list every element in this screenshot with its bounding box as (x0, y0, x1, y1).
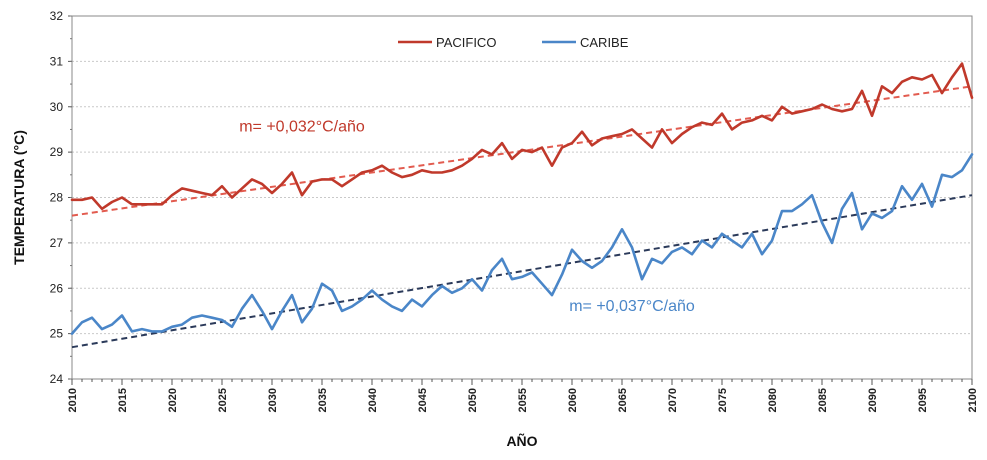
x-tick-label: 2085 (817, 388, 829, 412)
x-axis-title: AÑO (506, 432, 537, 449)
x-axis-ticks: 2010 2015 2020 2025 2030 2035 2040 2045 2050 2055… (67, 379, 979, 412)
y-tick-label: 28 (50, 191, 64, 205)
x-tick-label: 2035 (317, 388, 329, 412)
x-tick-label: 2040 (367, 388, 379, 412)
legend-label-pacifico: PACIFICO (436, 35, 496, 50)
x-tick-label: 2020 (167, 388, 179, 412)
y-tick-label: 25 (50, 327, 64, 341)
x-tick-label: 2060 (567, 388, 579, 412)
y-tick-label: 32 (50, 9, 64, 23)
y-tick-label: 27 (50, 236, 64, 250)
y-tick-label: 31 (50, 54, 64, 68)
x-tick-label: 2065 (617, 388, 629, 412)
grid (72, 15, 972, 335)
y-tick-label: 29 (50, 145, 64, 159)
x-tick-label: 2015 (117, 388, 129, 412)
legend: PACIFICO CARIBE (398, 35, 629, 50)
x-tick-label: 2100 (967, 388, 979, 412)
y-axis-title: TEMPERATURA (°C) (11, 130, 27, 265)
x-tick-label: 2080 (767, 388, 779, 412)
x-tick-label: 2045 (417, 388, 429, 412)
trend-line-3 (71, 194, 973, 349)
x-tick-label: 2075 (717, 388, 729, 412)
series-line-caribe (70, 153, 974, 335)
x-tick-label: 2055 (517, 388, 529, 412)
x-tick-label: 2090 (867, 388, 879, 412)
x-tick-label: 2025 (217, 388, 229, 412)
series-line-pacifico (70, 62, 974, 211)
series-lines (70, 62, 974, 335)
x-tick-label: 2070 (667, 388, 679, 412)
y-tick-label: 26 (50, 281, 64, 295)
x-tick-label: 2050 (467, 388, 479, 412)
trend-lines (71, 85, 973, 349)
x-tick-label: 2010 (67, 388, 79, 412)
annotations: m= +0,032°C/año m= +0,037°C/año (239, 119, 695, 315)
slope-annotation-0: m= +0,032°C/año (239, 119, 365, 136)
y-tick-label: 24 (50, 372, 64, 386)
slope-annotation-1: m= +0,037°C/año (569, 298, 695, 315)
x-tick-label: 2095 (917, 388, 929, 412)
legend-label-caribe: CARIBE (580, 35, 629, 50)
y-axis-ticks: 24 25 26 27 28 29 30 31 32 (50, 9, 72, 386)
y-tick-label: 30 (50, 100, 64, 114)
x-tick-label: 2030 (267, 388, 279, 412)
